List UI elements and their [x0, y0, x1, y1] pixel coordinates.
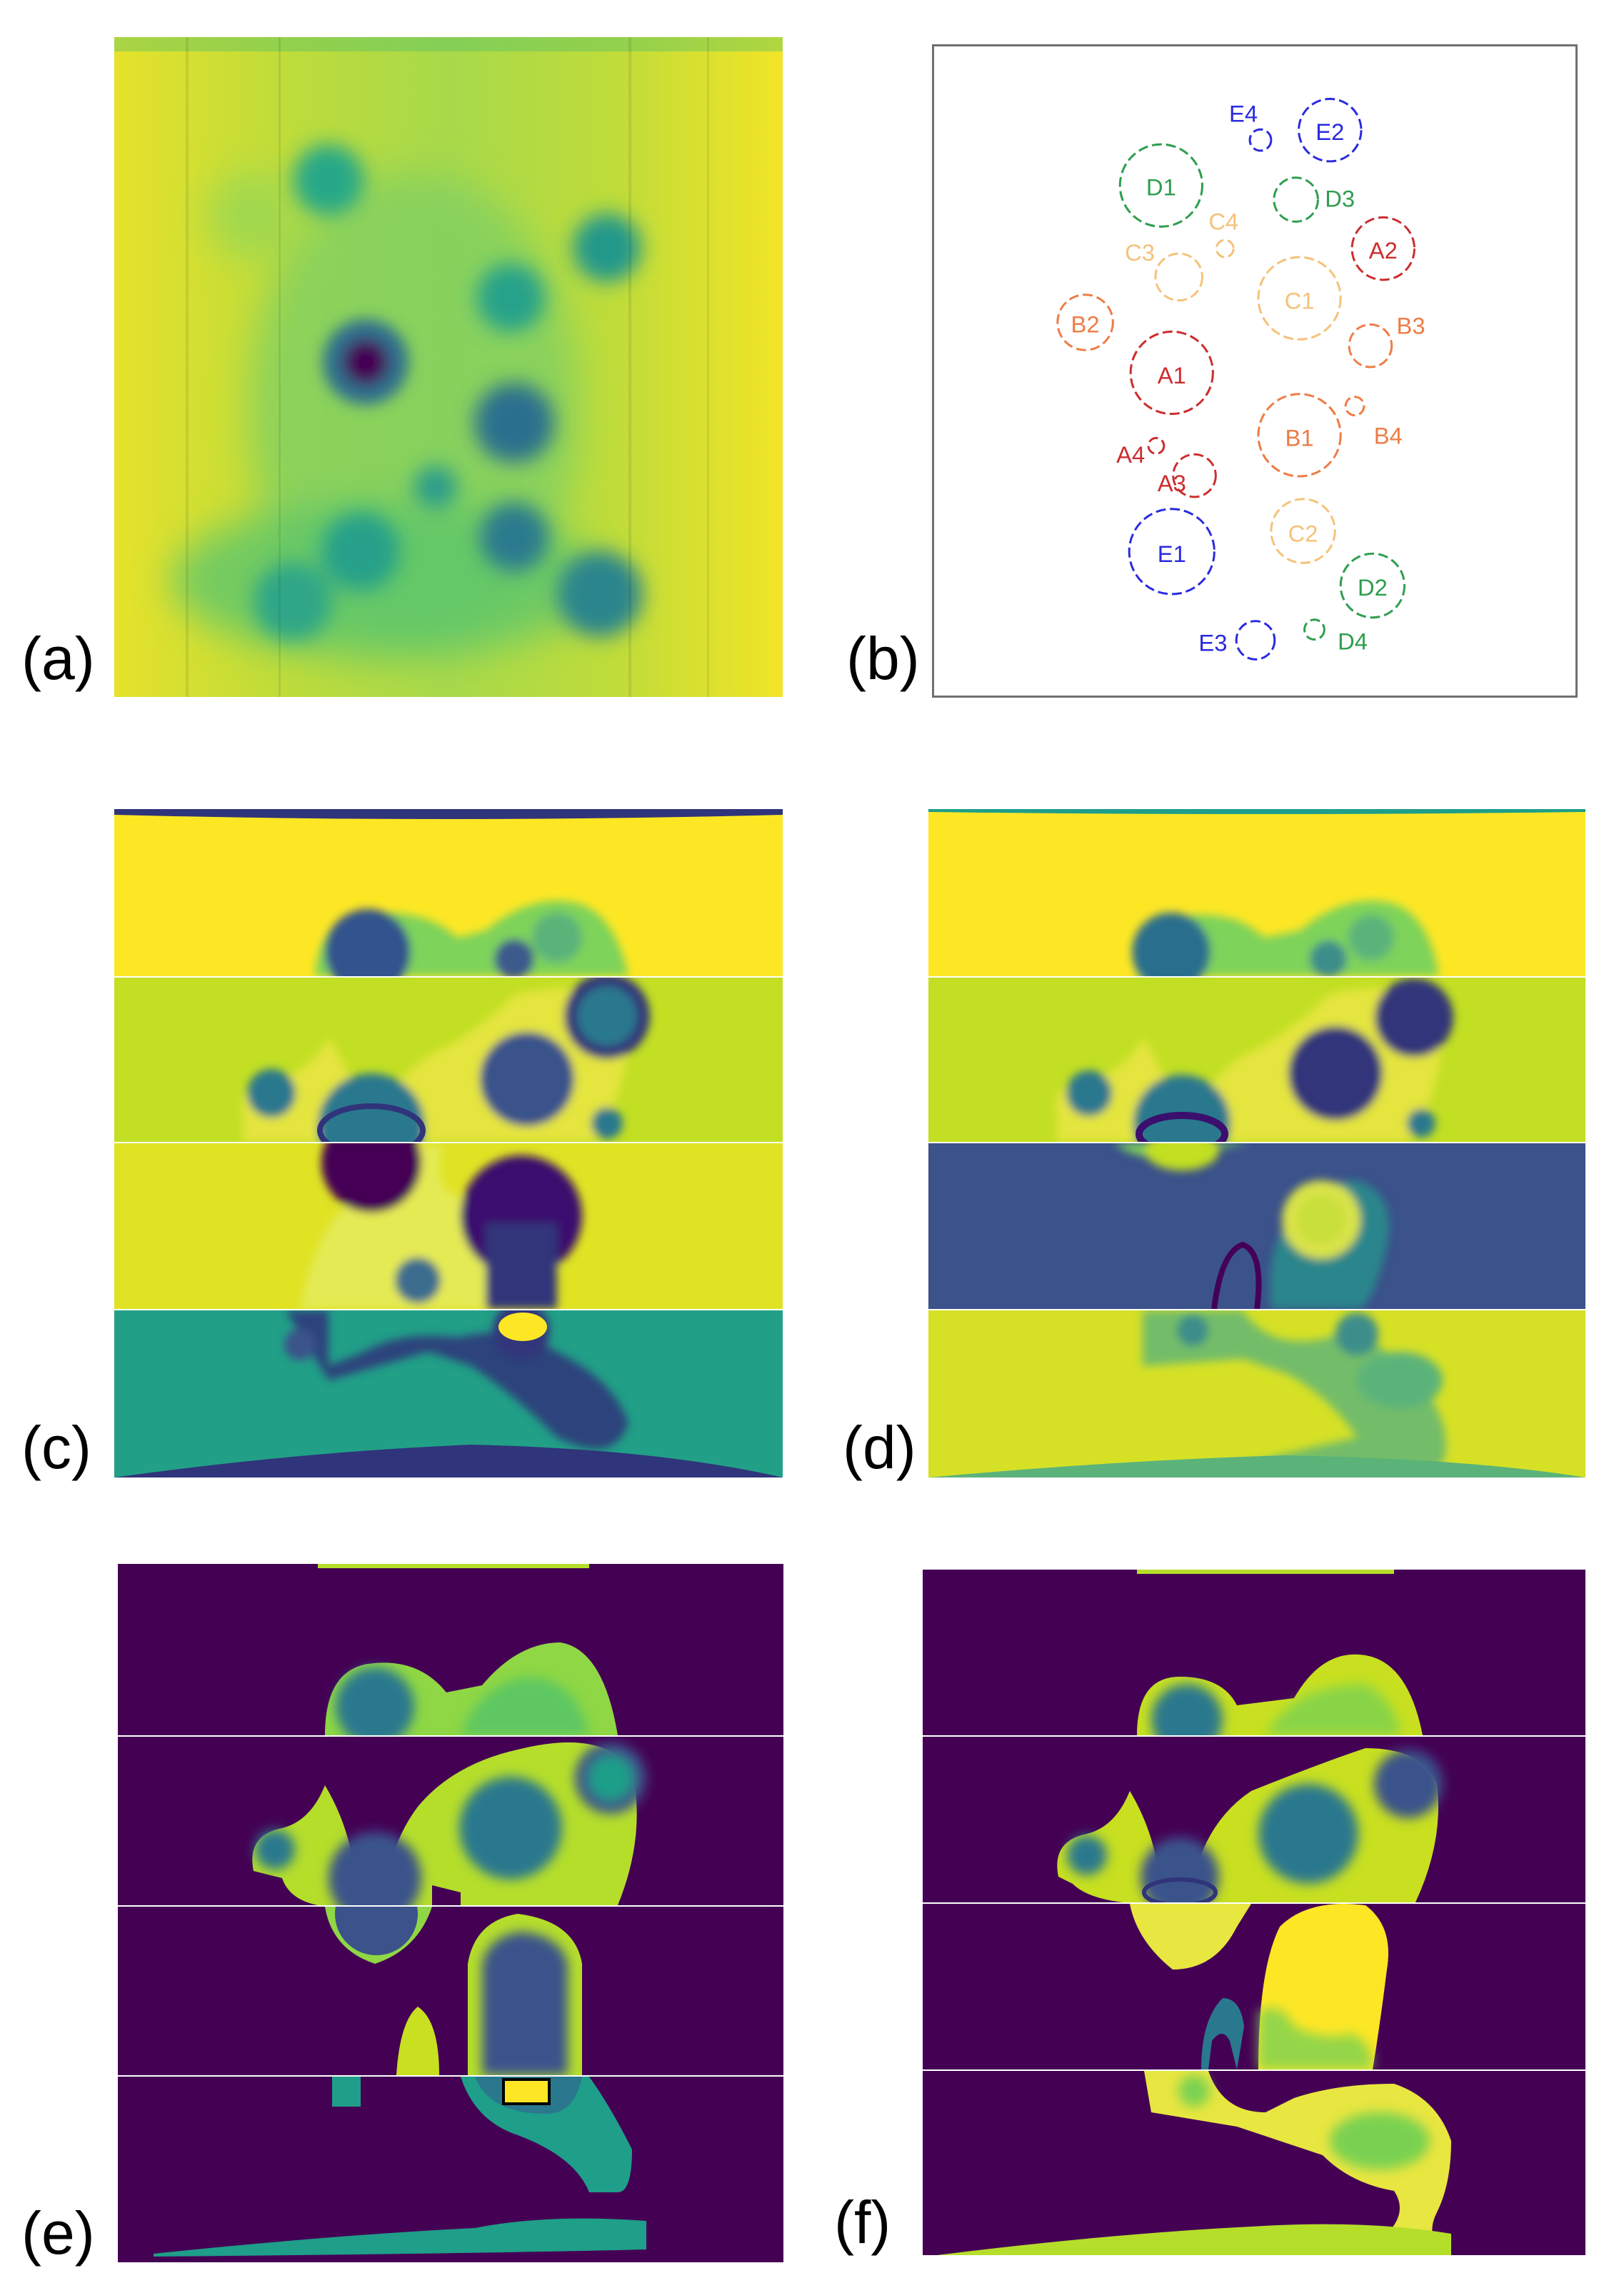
inclusion-circle-b1	[1257, 393, 1342, 478]
inclusion-circle-e4	[1248, 128, 1273, 152]
inclusion-label-a3: A3	[1158, 470, 1186, 496]
inclusion-label-a4: A4	[1116, 441, 1145, 468]
inclusion-label-d2: D2	[1358, 574, 1388, 601]
inclusion-circle-c4	[1215, 239, 1235, 259]
inclusion-circle-b3	[1348, 323, 1393, 368]
inclusion-circle-c3	[1154, 252, 1203, 302]
panel-b-label: (b)	[846, 625, 920, 692]
inclusion-label-e4: E4	[1229, 100, 1258, 126]
inclusion-circle-d4	[1303, 618, 1325, 641]
inclusion-circle-a3	[1172, 453, 1217, 498]
inclusion-label-e3: E3	[1198, 629, 1227, 656]
panel-c-image	[114, 809, 783, 1477]
inclusion-label-d4: D4	[1338, 628, 1368, 654]
inclusion-circle-e1	[1128, 508, 1216, 596]
inclusion-circle-a2	[1350, 216, 1415, 281]
inclusion-label-b2: B2	[1071, 311, 1100, 337]
inclusion-label-e1: E1	[1158, 541, 1186, 567]
inclusion-label-b1: B1	[1285, 424, 1314, 451]
panel-a-label: (a)	[21, 625, 95, 692]
inclusion-circle-e2	[1298, 98, 1363, 163]
inclusion-circle-d3	[1273, 176, 1319, 223]
inclusion-label-c4: C4	[1208, 208, 1238, 234]
inclusion-circle-c1	[1257, 256, 1342, 341]
panel-e-image	[118, 1564, 783, 2262]
panel-f-image	[923, 1570, 1585, 2255]
inclusion-circle-b4	[1344, 396, 1365, 417]
panel-b-diagram: E4 E2 D1 D3 C4 A2 C3 C1 B2 B3 A1 B4 B1 A4 A3 C2 E1 D2 E3 D4	[932, 44, 1578, 698]
inclusion-circle-e3	[1235, 620, 1276, 661]
panel-d-image	[928, 809, 1585, 1477]
panel-d-label: (d)	[843, 1414, 916, 1481]
inclusion-circle-d2	[1339, 552, 1406, 619]
inclusion-circle-d1	[1118, 143, 1203, 228]
panel-c-label: (c)	[21, 1414, 91, 1481]
inclusion-label-d1: D1	[1146, 174, 1176, 201]
inclusion-label-b4: B4	[1374, 422, 1403, 448]
inclusion-circle-a4	[1147, 436, 1166, 455]
inclusion-circle-c2	[1270, 498, 1336, 564]
panel-a-image	[114, 37, 783, 697]
panel-e-label: (e)	[21, 2199, 95, 2267]
inclusion-label-b3: B3	[1397, 312, 1425, 338]
panel-f-label: (f)	[834, 2189, 891, 2256]
inclusion-label-a1: A1	[1158, 362, 1186, 388]
inclusion-label-c3: C3	[1125, 239, 1155, 266]
inclusion-label-e2: E2	[1315, 119, 1344, 145]
inclusion-circle-a1	[1129, 330, 1214, 416]
inclusion-label-c2: C2	[1288, 520, 1318, 546]
inclusion-label-d3: D3	[1325, 186, 1355, 212]
inclusion-circle-b2	[1056, 293, 1114, 351]
inclusion-label-c1: C1	[1285, 288, 1315, 314]
inclusion-label-a2: A2	[1369, 237, 1398, 264]
